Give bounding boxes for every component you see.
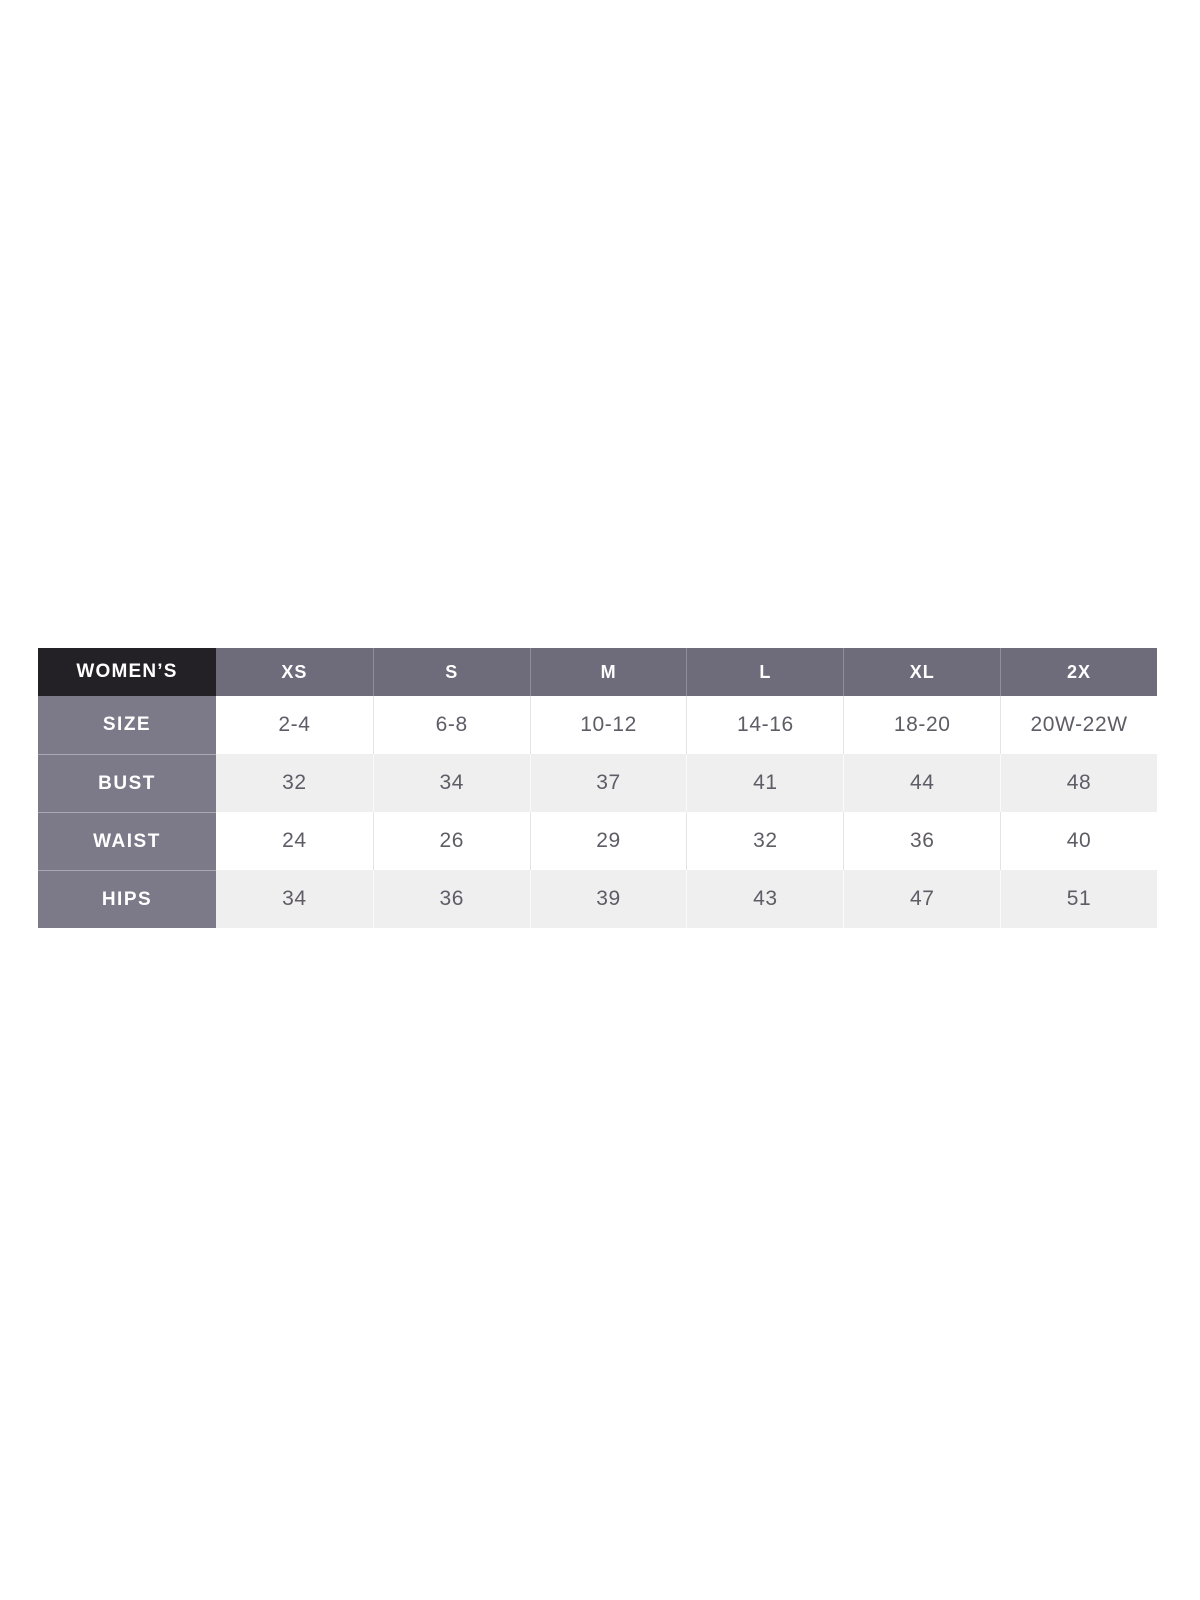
column-header-xs: XS: [216, 648, 373, 696]
row-label-waist: WAIST: [38, 812, 216, 870]
size-chart-table: WOMEN’S XS S M L XL 2X SIZE 2-4 6-8 10-1…: [38, 648, 1157, 928]
data-cell-hips-2x: 51: [1000, 870, 1157, 928]
column-header-2x: 2X: [1000, 648, 1157, 696]
column-header-s: S: [372, 648, 530, 696]
data-cell-waist-s: 26: [372, 812, 530, 870]
data-cell-waist-m: 29: [529, 812, 687, 870]
data-cell-hips-l: 43: [686, 870, 844, 928]
data-cell-size-m: 10-12: [529, 696, 687, 754]
data-cell-hips-m: 39: [529, 870, 687, 928]
data-cell-bust-xl: 44: [843, 754, 1001, 812]
data-cell-bust-2x: 48: [1000, 754, 1157, 812]
data-cell-size-s: 6-8: [372, 696, 530, 754]
data-cell-bust-m: 37: [529, 754, 687, 812]
data-cell-bust-l: 41: [686, 754, 844, 812]
column-header-xl: XL: [843, 648, 1001, 696]
row-label-size: SIZE: [38, 696, 216, 754]
data-cell-waist-xs: 24: [216, 812, 373, 870]
data-cell-hips-s: 36: [372, 870, 530, 928]
data-cell-size-l: 14-16: [686, 696, 844, 754]
column-header-m: M: [529, 648, 687, 696]
data-cell-size-xl: 18-20: [843, 696, 1001, 754]
data-cell-hips-xs: 34: [216, 870, 373, 928]
data-cell-bust-s: 34: [372, 754, 530, 812]
row-label-bust: BUST: [38, 754, 216, 812]
row-label-hips: HIPS: [38, 870, 216, 928]
data-cell-waist-l: 32: [686, 812, 844, 870]
data-cell-size-2x: 20W-22W: [1000, 696, 1157, 754]
data-cell-waist-2x: 40: [1000, 812, 1157, 870]
data-cell-waist-xl: 36: [843, 812, 1001, 870]
data-cell-size-xs: 2-4: [216, 696, 373, 754]
data-cell-bust-xs: 32: [216, 754, 373, 812]
corner-header-womens: WOMEN’S: [38, 648, 216, 696]
column-header-l: L: [686, 648, 844, 696]
data-cell-hips-xl: 47: [843, 870, 1001, 928]
